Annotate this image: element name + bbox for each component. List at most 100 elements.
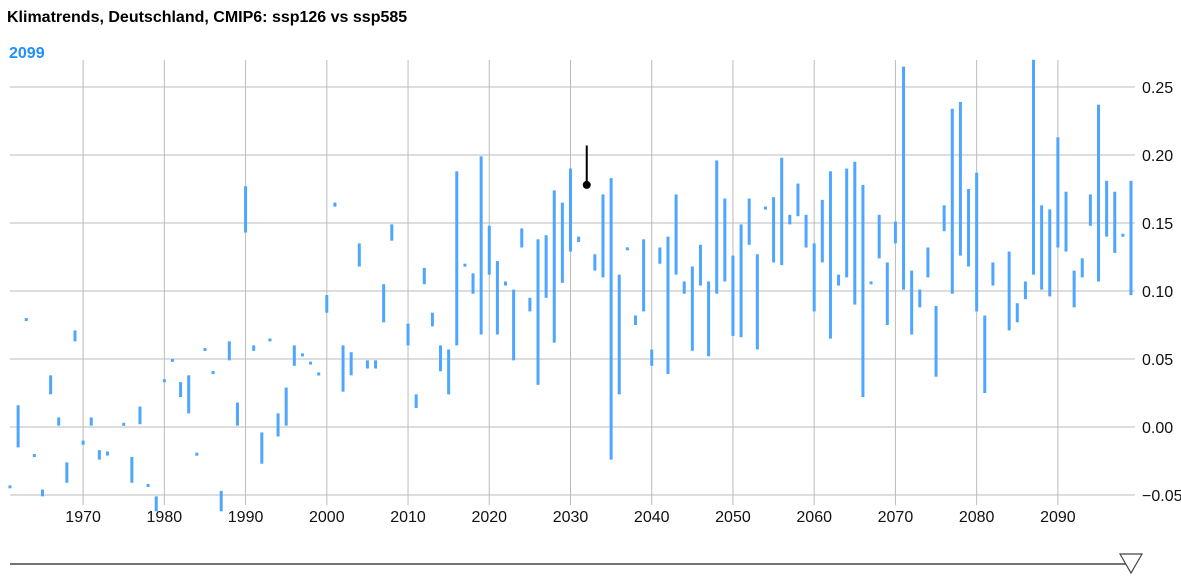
bar-2053[interactable] (755, 254, 759, 350)
bar-2099[interactable] (1129, 180, 1133, 296)
bar-2067[interactable] (869, 281, 873, 285)
bar-1992[interactable] (260, 432, 264, 464)
bar-2090[interactable] (1056, 137, 1060, 248)
bar-1961[interactable] (8, 485, 12, 489)
bar-2051[interactable] (739, 224, 743, 338)
bar-2017[interactable] (463, 263, 467, 267)
bar-2018[interactable] (471, 273, 475, 294)
bar-2049[interactable] (723, 198, 727, 282)
bar-1995[interactable] (284, 387, 288, 426)
bar-1963[interactable] (24, 318, 28, 322)
bar-2080[interactable] (975, 172, 979, 312)
bar-2036[interactable] (617, 274, 621, 395)
bar-2066[interactable] (861, 184, 865, 398)
bar-2077[interactable] (950, 108, 954, 294)
bar-2054[interactable] (763, 206, 767, 210)
time-slider-handle[interactable] (1118, 553, 1144, 575)
bar-2048[interactable] (715, 160, 719, 294)
bar-2007[interactable] (382, 284, 386, 323)
bar-2094[interactable] (1088, 194, 1092, 226)
bar-1997[interactable] (300, 353, 304, 357)
bar-2010[interactable] (406, 323, 410, 346)
bar-2096[interactable] (1105, 180, 1109, 237)
bar-1975[interactable] (122, 422, 126, 426)
bar-1980[interactable] (162, 379, 166, 383)
bar-2098[interactable] (1121, 233, 1125, 237)
bar-2041[interactable] (658, 247, 662, 264)
bar-2046[interactable] (698, 244, 702, 286)
bar-2084[interactable] (1007, 251, 1011, 331)
bar-2047[interactable] (707, 281, 711, 357)
bar-1964[interactable] (32, 454, 36, 458)
bar-1986[interactable] (211, 371, 215, 375)
bar-2064[interactable] (845, 168, 849, 278)
bar-2085[interactable] (1015, 303, 1019, 323)
bar-1985[interactable] (203, 347, 207, 351)
bar-1967[interactable] (57, 417, 61, 426)
bar-2012[interactable] (422, 267, 426, 285)
bar-2025[interactable] (528, 297, 532, 312)
bar-1989[interactable] (235, 402, 239, 426)
bar-2070[interactable] (893, 221, 897, 244)
bar-2034[interactable] (601, 194, 605, 278)
bar-2031[interactable] (577, 236, 581, 243)
bar-2075[interactable] (934, 305, 938, 377)
bar-2015[interactable] (447, 349, 451, 395)
bar-2059[interactable] (804, 214, 808, 248)
bar-1962[interactable] (16, 405, 20, 448)
bar-2019[interactable] (479, 156, 483, 335)
bar-2082[interactable] (991, 262, 995, 286)
bar-1993[interactable] (268, 338, 272, 342)
bar-2016[interactable] (455, 171, 459, 346)
bar-2062[interactable] (828, 171, 832, 339)
bar-1982[interactable] (179, 382, 183, 398)
bar-2045[interactable] (690, 266, 694, 351)
bar-1977[interactable] (138, 406, 142, 425)
bar-1970[interactable] (81, 440, 85, 445)
bar-2087[interactable] (1032, 59, 1036, 275)
bar-1987[interactable] (219, 490, 223, 512)
bar-2095[interactable] (1097, 104, 1101, 282)
bar-2029[interactable] (560, 202, 564, 283)
bar-2005[interactable] (365, 360, 369, 369)
bar-1981[interactable] (170, 358, 174, 362)
bar-2065[interactable] (853, 161, 857, 305)
bar-2055[interactable] (772, 197, 776, 263)
bar-2024[interactable] (520, 228, 524, 248)
bar-2089[interactable] (1048, 209, 1052, 297)
bar-2093[interactable] (1080, 258, 1084, 278)
bar-2068[interactable] (877, 214, 881, 259)
bar-1979[interactable] (154, 496, 158, 512)
bar-2063[interactable] (837, 274, 841, 286)
bar-2023[interactable] (512, 289, 516, 361)
bar-2071[interactable] (902, 66, 906, 290)
bar-2037[interactable] (625, 247, 629, 251)
bar-2001[interactable] (333, 202, 337, 207)
bar-1978[interactable] (146, 483, 150, 487)
bar-2040[interactable] (650, 349, 654, 366)
bar-2008[interactable] (390, 224, 394, 241)
bar-2072[interactable] (910, 270, 914, 335)
bar-2020[interactable] (487, 225, 491, 275)
bar-2014[interactable] (439, 345, 443, 372)
bar-1990[interactable] (244, 186, 248, 233)
bar-2042[interactable] (666, 236, 670, 374)
bar-1972[interactable] (97, 450, 101, 460)
bar-2057[interactable] (788, 214, 792, 225)
bar-1991[interactable] (252, 345, 256, 351)
bar-2078[interactable] (958, 101, 962, 256)
bar-2073[interactable] (918, 289, 922, 308)
bar-2091[interactable] (1064, 191, 1068, 252)
bar-2022[interactable] (504, 281, 508, 286)
bar-2060[interactable] (812, 243, 816, 312)
bar-2026[interactable] (536, 239, 540, 385)
bar-2033[interactable] (593, 254, 597, 271)
bar-2052[interactable] (747, 198, 751, 245)
bar-2061[interactable] (820, 199, 824, 263)
bar-2021[interactable] (495, 261, 499, 335)
bar-1988[interactable] (227, 341, 231, 361)
bar-2097[interactable] (1113, 191, 1117, 253)
bar-2058[interactable] (796, 183, 800, 217)
bar-2038[interactable] (633, 315, 637, 325)
bar-2013[interactable] (430, 312, 434, 327)
